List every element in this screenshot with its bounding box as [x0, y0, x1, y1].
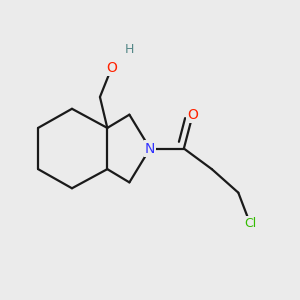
Text: O: O: [187, 108, 198, 122]
Text: H: H: [125, 44, 134, 56]
Text: N: N: [145, 142, 155, 155]
Text: O: O: [106, 61, 117, 75]
Text: Cl: Cl: [244, 217, 256, 230]
